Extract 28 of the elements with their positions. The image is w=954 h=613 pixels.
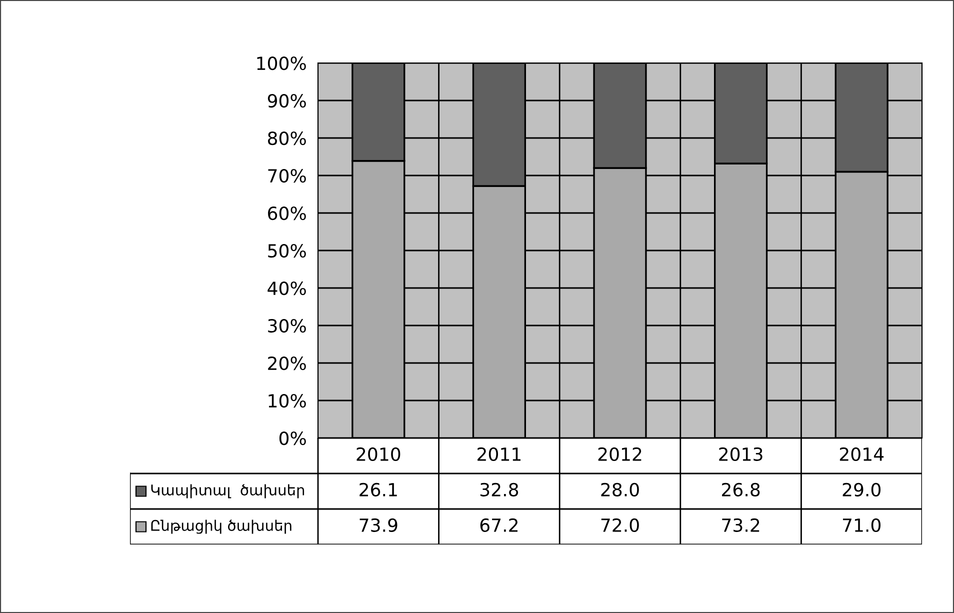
y-tick-label: 30% xyxy=(268,318,306,333)
x-tick-label: 2011 xyxy=(478,447,521,461)
y-tick-label: 60% xyxy=(268,206,306,220)
y-tick-label: 70% xyxy=(268,168,306,183)
y-tick-label: 50% xyxy=(268,244,306,258)
data-label: 67.2 xyxy=(480,518,518,532)
x-tick-label: 2013 xyxy=(719,447,762,461)
legend-label: Ընթացիկ ծախսեր xyxy=(151,520,292,534)
x-tick-label: 2014 xyxy=(840,447,884,461)
data-label: 73.2 xyxy=(722,518,760,532)
legend-label: Կապիտալ ծախսեր xyxy=(151,484,304,498)
y-tick-label: 0% xyxy=(279,431,306,446)
y-tick-label: 20% xyxy=(268,356,306,370)
data-label: 26.8 xyxy=(722,482,760,496)
y-tick-label: 80% xyxy=(268,131,306,146)
data-label: 73.9 xyxy=(360,518,398,532)
y-tick-label: 90% xyxy=(268,94,306,108)
data-label: 26.1 xyxy=(360,482,397,496)
data-label: 72.0 xyxy=(601,518,639,532)
y-tick-label: 40% xyxy=(268,281,306,296)
data-label: 28.0 xyxy=(601,482,639,496)
y-tick-label: 100% xyxy=(257,56,306,70)
data-label: 71.0 xyxy=(842,518,880,532)
x-tick-label: 2012 xyxy=(598,447,642,461)
y-tick-label: 10% xyxy=(268,394,306,408)
data-label: 32.8 xyxy=(480,482,518,496)
data-label: 29.0 xyxy=(842,482,880,496)
x-tick-label: 2010 xyxy=(356,447,400,461)
